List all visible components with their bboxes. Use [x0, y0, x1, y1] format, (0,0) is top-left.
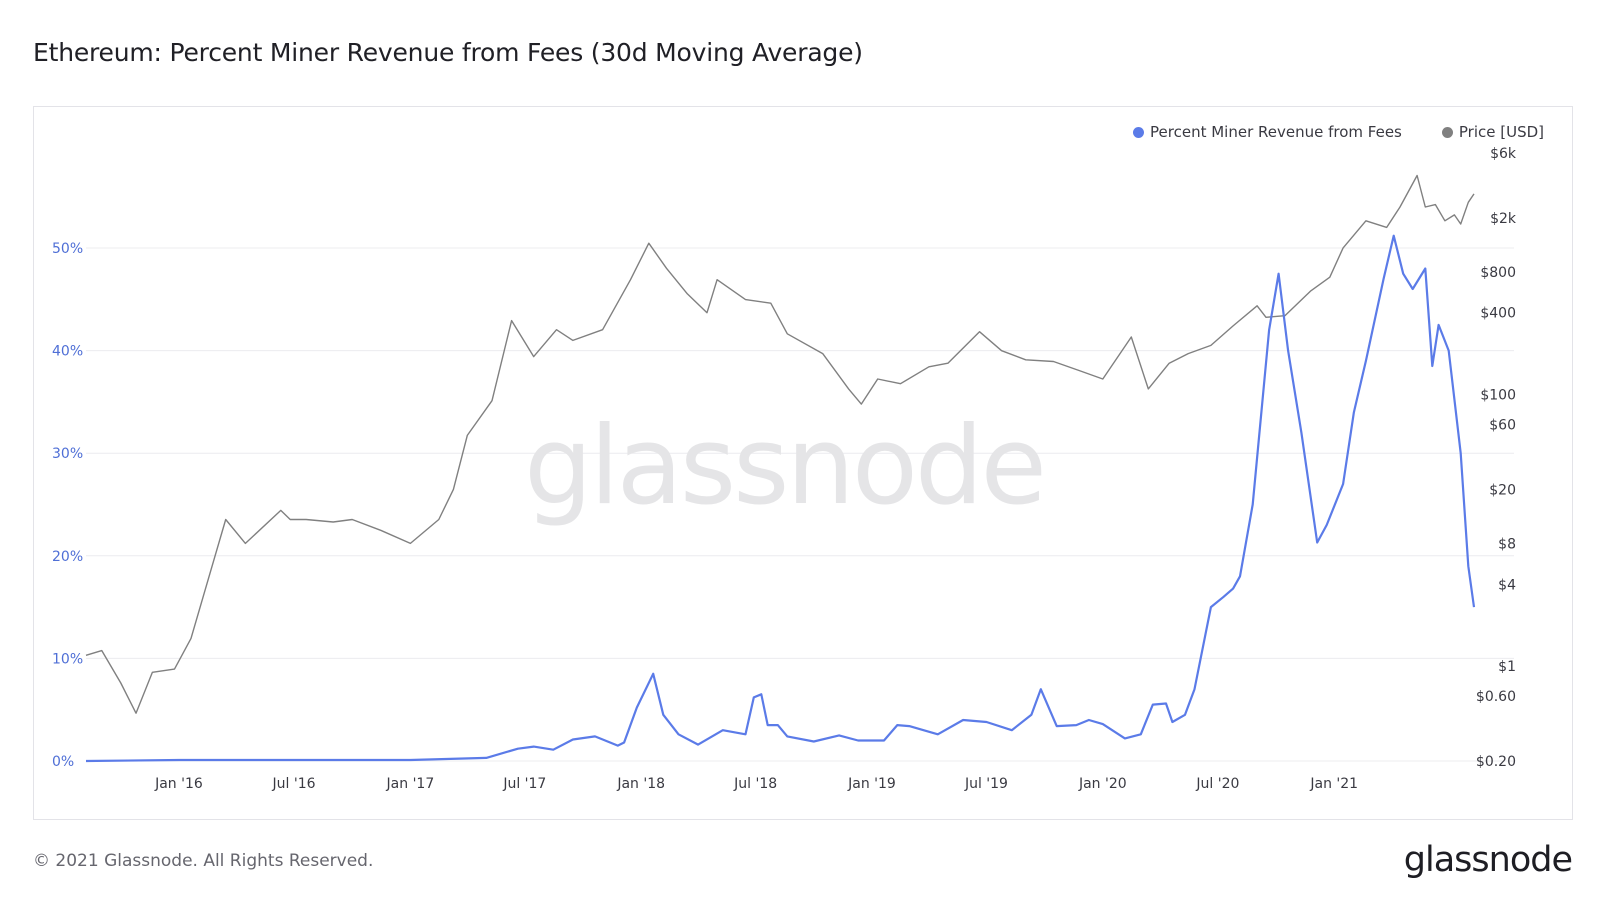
brand-logo[interactable]: glassnode [1403, 840, 1573, 880]
x-axis-tick-label: Jan '18 [616, 776, 665, 792]
legend-dot-price [1441, 126, 1453, 138]
price-series-line [85, 174, 1475, 714]
x-axis-tick-label: Jan '19 [847, 776, 896, 792]
x-axis-tick-label: Jan '17 [386, 776, 435, 792]
x-axis-tick-label: Jul '18 [733, 776, 777, 792]
chart-canvas: 0% 10% 20% 30% 40% 50% $0.20 $0.60 $1 $4 $8 $20 $60 $… [52, 146, 1517, 792]
left-axis-tick-label: 30% [52, 446, 83, 462]
copyright: © 2021 Glassnode. All Rights Reserved. [33, 851, 374, 871]
legend-item-price[interactable]: Price [USD] [1441, 123, 1544, 141]
right-axis-tick-label: $8 [1498, 536, 1516, 552]
x-axis-tick-label: Jan '20 [1078, 776, 1127, 792]
right-axis-tick-label: $1 [1498, 659, 1516, 675]
x-axis-tick-label: Jul '19 [964, 776, 1008, 792]
left-axis-tick-label: 10% [52, 651, 83, 667]
right-axis-tick-label: $0.20 [1476, 754, 1516, 770]
watermark: glassnode [524, 404, 1044, 529]
right-axis-tick-label: $0.60 [1476, 689, 1516, 705]
x-axis-tick-label: Jan '16 [154, 776, 203, 792]
left-axis-tick-label: 40% [52, 344, 83, 360]
legend-label-price: Price [USD] [1458, 123, 1544, 141]
x-axis-tick-label: Jul '17 [502, 776, 546, 792]
left-axis-tick-label: 50% [52, 241, 83, 257]
chart-panel: 0% 10% 20% 30% 40% 50% $0.20 $0.60 $1 $4 $8 $20 $60 $… [33, 106, 1573, 820]
right-axis-tick-label: $6k [1490, 146, 1517, 162]
right-axis-tick-label: $60 [1489, 418, 1516, 434]
right-axis-tick-label: $800 [1480, 265, 1516, 281]
left-axis-tick-label: 20% [52, 549, 83, 565]
legend: Percent Miner Revenue from Fees Price [U… [1133, 123, 1544, 141]
fees-series-line [85, 234, 1476, 763]
right-axis-tick-label: $2k [1490, 211, 1517, 227]
chart-title: Ethereum: Percent Miner Revenue from Fee… [33, 38, 863, 67]
legend-dot-fees [1133, 126, 1145, 138]
right-axis-tick-label: $4 [1498, 577, 1516, 593]
legend-label-fees: Percent Miner Revenue from Fees [1150, 123, 1402, 141]
x-axis-tick-label: Jan '21 [1309, 776, 1358, 792]
right-axis-tick-label: $100 [1480, 387, 1516, 403]
right-axis-tick-label: $20 [1489, 482, 1516, 498]
legend-item-fees[interactable]: Percent Miner Revenue from Fees [1133, 123, 1402, 141]
x-axis-tick-label: Jul '16 [272, 776, 316, 792]
right-axis-tick-label: $400 [1480, 306, 1516, 322]
x-axis-tick-label: Jul '20 [1195, 776, 1239, 792]
left-axis-tick-label: 0% [52, 754, 74, 770]
